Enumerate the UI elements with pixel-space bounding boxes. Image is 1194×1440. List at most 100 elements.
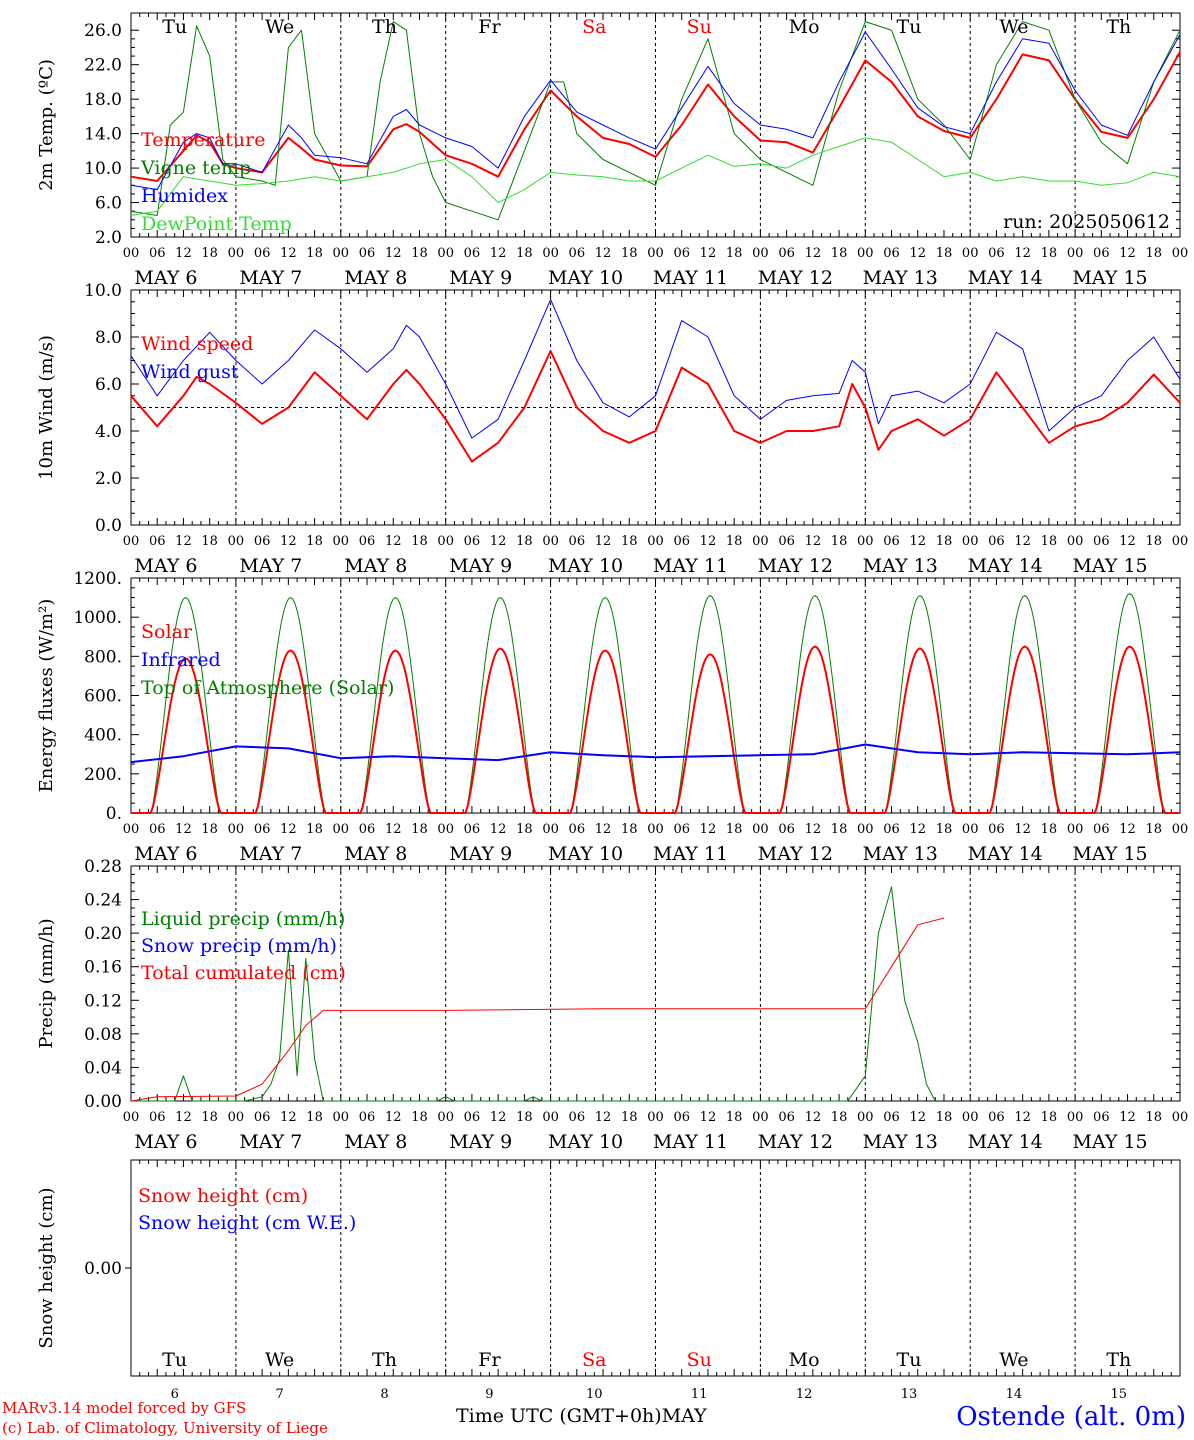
hour-tick-label: 18 [936,534,953,549]
day-name-bottom: Th [1106,1349,1131,1371]
day-name-bottom: Th [372,1349,397,1371]
date-label: MAY 9 [449,843,512,865]
hour-tick-label: 18 [1146,822,1163,837]
date-label: MAY 13 [863,555,938,577]
series-infrared-line [130,743,1181,764]
hour-tick-label: 18 [1146,534,1163,549]
hour-tick-label: 06 [673,246,690,261]
legend-temperature: Temperature [141,129,265,151]
hour-tick-label: 06 [254,1110,271,1125]
day-number-label: 11 [691,1387,708,1402]
date-label: MAY 10 [548,555,623,577]
y-tick-label: 800. [84,647,122,667]
hour-tick-label: 06 [988,246,1005,261]
legend-dewpoint-temp: DewPoint Temp [141,213,292,235]
series-wind-gust-line [130,298,1181,439]
hour-tick-label: 00 [962,1110,979,1125]
hour-tick-label: 00 [1067,822,1084,837]
date-label: MAY 11 [653,555,728,577]
hour-tick-label: 18 [621,1110,638,1125]
hour-tick-label: 18 [831,1110,848,1125]
legend-total-cumulated-cm-: Total cumulated (cm) [141,962,346,984]
date-label: MAY 8 [344,1131,407,1153]
hour-tick-label: 12 [1119,1110,1136,1125]
hour-tick-label: 12 [490,246,507,261]
legend-snow-precip-mm-h-: Snow precip (mm/h) [141,935,337,957]
day-name-top: Mo [789,16,820,38]
hour-tick-label: 18 [726,822,743,837]
hour-tick-label: 00 [542,822,559,837]
hour-tick-label: 00 [647,534,664,549]
date-label: MAY 9 [449,1131,512,1153]
date-label: MAY 6 [134,843,197,865]
hour-tick-label: 00 [857,534,874,549]
day-name-bottom: Tu [162,1349,187,1371]
hour-tick-label: 06 [149,534,166,549]
hour-tick-label: 06 [1093,534,1110,549]
hour-tick-label: 06 [464,1110,481,1125]
hour-tick-label: 00 [333,246,350,261]
hour-tick-label: 18 [936,246,953,261]
hour-tick-label: 00 [1067,534,1084,549]
hour-tick-label: 12 [280,534,297,549]
y-tick-label: 0.0 [95,516,122,536]
hour-tick-label: 18 [1041,1110,1058,1125]
hour-tick-label: 12 [490,534,507,549]
hour-tick-label: 12 [280,822,297,837]
hour-tick-label: 12 [595,246,612,261]
hour-tick-label: 06 [1093,822,1110,837]
hour-tick-label: 00 [123,822,140,837]
hour-tick-label: 00 [333,1110,350,1125]
hour-tick-label: 18 [726,246,743,261]
hour-tick-label: 12 [490,1110,507,1125]
y-tick-label: 6.0 [95,375,122,395]
hour-tick-label: 00 [123,1110,140,1125]
date-label: MAY 7 [239,267,302,289]
day-name-top: Th [1106,16,1131,38]
date-label: MAY 14 [968,1131,1043,1153]
hour-tick-label: 00 [123,534,140,549]
hour-tick-label: 18 [621,246,638,261]
hour-tick-label: 18 [1146,246,1163,261]
hour-tick-label: 12 [1119,246,1136,261]
hour-tick-label: 18 [516,822,533,837]
y-tick-label: 2.0 [95,228,122,248]
hour-tick-label: 18 [306,822,323,837]
model-credit: MARv3.14 model forced by GFS [2,1399,247,1417]
hour-tick-label: 00 [647,1110,664,1125]
day-number-label: 13 [901,1387,918,1402]
y-tick-label: 26.0 [84,21,122,41]
hour-tick-label: 18 [1041,246,1058,261]
y-tick-label: 22.0 [84,56,122,76]
hour-tick-label: 12 [1014,246,1031,261]
hour-tick-label: 12 [700,534,717,549]
series-vigne-temp-line [130,21,1181,221]
hour-tick-label: 06 [883,534,900,549]
hour-tick-label: 18 [936,822,953,837]
y-tick-label: 0.28 [84,857,122,877]
date-label: MAY 9 [449,267,512,289]
hour-tick-label: 12 [175,246,192,261]
y-tick-label: 2.0 [95,469,122,489]
hour-tick-label: 18 [831,534,848,549]
day-number-label: 8 [380,1387,388,1402]
hour-tick-label: 18 [201,1110,218,1125]
hour-tick-label: 12 [909,1110,926,1125]
series-humidex-line [130,31,1181,191]
hour-tick-label: 18 [831,822,848,837]
hour-tick-label: 06 [1093,1110,1110,1125]
y-tick-label: 0.20 [84,924,122,944]
hour-tick-label: 06 [464,822,481,837]
day-name-bottom: Su [687,1349,712,1371]
hour-tick-label: 06 [254,822,271,837]
hour-tick-label: 06 [883,1110,900,1125]
hour-tick-label: 12 [1014,822,1031,837]
legend-humidex: Humidex [141,185,228,207]
hour-tick-label: 18 [1041,534,1058,549]
y-axis-label: 10m Wind (m/s) [36,335,57,480]
date-label: MAY 8 [344,555,407,577]
hour-tick-label: 18 [726,1110,743,1125]
date-label: MAY 10 [548,843,623,865]
day-name-bottom: We [999,1349,1028,1371]
